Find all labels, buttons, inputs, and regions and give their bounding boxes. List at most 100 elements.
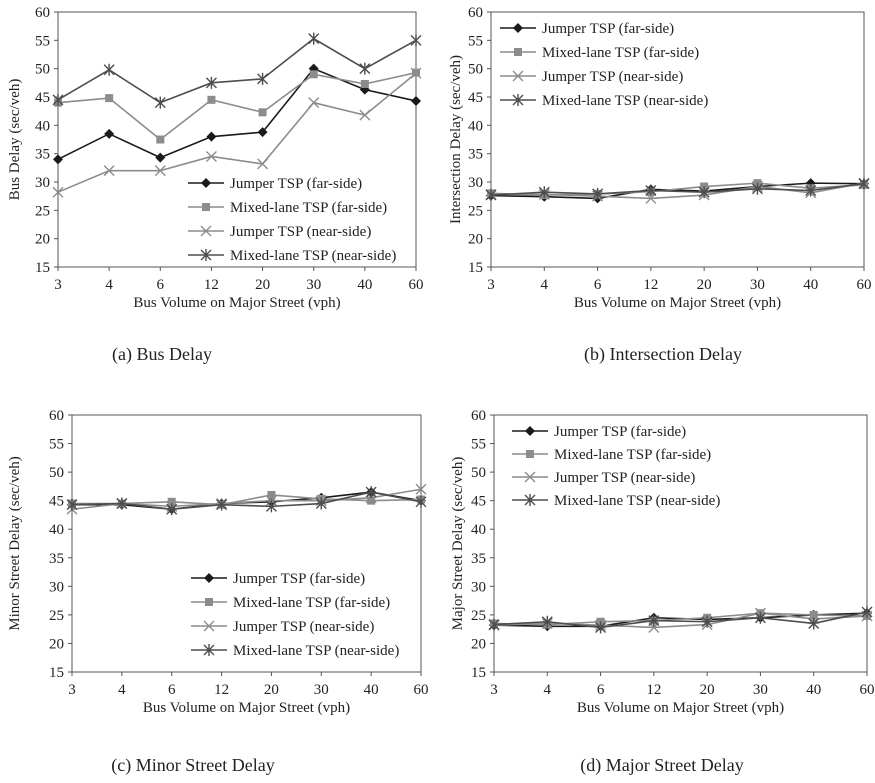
- x-tick-label: 40: [357, 277, 372, 293]
- marker-6: [808, 617, 820, 630]
- series-3: [52, 32, 422, 109]
- marker-0: [488, 618, 500, 631]
- x-axis-label: Bus Volume on Major Street (vph): [143, 700, 350, 716]
- legend-entry: Mixed-lane TSP (near-side): [230, 248, 396, 264]
- marker-6: [360, 79, 369, 88]
- marker-6: [359, 109, 371, 121]
- marker-1: [116, 497, 128, 510]
- marker-legend-0: [201, 178, 211, 188]
- x-tick-label: 4: [541, 277, 549, 293]
- legend-entry: Mixed-lane TSP (far-side): [554, 447, 711, 463]
- x-tick-label: 4: [544, 682, 552, 698]
- y-tick-label: 40: [49, 522, 64, 538]
- y-tick-label: 30: [471, 579, 486, 595]
- legend-entry: Mixed-lane TSP (near-side): [554, 493, 720, 509]
- y-tick-label: 40: [468, 118, 483, 134]
- y-tick-label: 30: [468, 175, 483, 191]
- marker-1: [538, 186, 550, 199]
- legend-entry: Jumper TSP (far-side): [230, 176, 362, 192]
- x-tick-label: 6: [168, 682, 176, 698]
- marker-3: [205, 76, 217, 89]
- marker-7: [410, 67, 422, 79]
- marker-legend-0: [513, 23, 523, 33]
- y-axis-label: Minor Street Delay (sec/veh): [7, 456, 23, 631]
- panel-caption: (d) Major Street Delay: [580, 755, 743, 776]
- marker-legend-1: [526, 450, 534, 458]
- marker-3: [207, 95, 216, 104]
- legend-entry: Mixed-lane TSP (near-side): [542, 93, 708, 109]
- x-tick-label: 20: [700, 682, 715, 698]
- marker-legend-1: [202, 203, 210, 211]
- marker-6: [367, 496, 376, 505]
- legend: Jumper TSP (far-side) Mixed-lane TSP (far…: [512, 424, 720, 509]
- marker-2: [154, 165, 166, 177]
- marker-0: [53, 154, 63, 165]
- marker-5: [754, 611, 766, 624]
- y-tick-label: 25: [49, 608, 64, 624]
- x-tick-label: 3: [490, 682, 498, 698]
- marker-3: [645, 184, 657, 197]
- legend-entry: Mixed-lane TSP (near-side): [233, 643, 399, 659]
- series-line: [493, 612, 868, 629]
- plot-area: [57, 11, 417, 268]
- y-tick-label: 20: [471, 636, 486, 652]
- marker-1: [103, 63, 115, 76]
- marker-4: [701, 615, 713, 628]
- marker-3: [648, 614, 660, 627]
- x-tick-label: 60: [409, 277, 424, 293]
- marker-4: [267, 490, 276, 499]
- marker-0: [52, 93, 64, 106]
- marker-3: [645, 192, 657, 204]
- marker-legend-2: [200, 225, 212, 237]
- marker-3: [206, 131, 217, 142]
- y-tick-label: 15: [471, 665, 486, 681]
- marker-1: [541, 615, 553, 628]
- y-tick-label: 50: [471, 465, 486, 481]
- marker-legend-3: [200, 249, 212, 261]
- marker-legend-2: [524, 471, 536, 483]
- x-tick-label: 30: [750, 277, 765, 293]
- marker-4: [257, 158, 269, 170]
- y-tick-label: 35: [35, 147, 50, 163]
- chart-panel-3: 15 20 25 30 35 40 45 50 55 60 3 4 6 12 20 30 40 60 Bus Vol…: [450, 408, 875, 776]
- y-tick-label: 25: [471, 608, 486, 624]
- marker-4: [257, 127, 268, 138]
- marker-1: [104, 128, 115, 139]
- y-tick-label: 20: [49, 636, 64, 652]
- x-tick-label: 40: [806, 682, 821, 698]
- legend-entry: Jumper TSP (near-side): [233, 619, 374, 635]
- y-tick-label: 55: [49, 437, 64, 453]
- marker-legend-2: [512, 70, 524, 82]
- marker-2: [166, 503, 178, 516]
- marker-0: [485, 189, 497, 202]
- y-tick-label: 45: [49, 494, 64, 510]
- marker-5: [309, 70, 318, 79]
- marker-6: [805, 184, 817, 197]
- y-tick-label: 15: [35, 260, 50, 276]
- y-tick-label: 35: [49, 551, 64, 567]
- legend-entry: Mixed-lane TSP (far-side): [233, 595, 390, 611]
- y-tick-label: 60: [471, 408, 486, 424]
- x-axis-label: Bus Volume on Major Street (vph): [133, 295, 340, 311]
- marker-legend-3: [203, 644, 215, 656]
- marker-7: [415, 483, 427, 495]
- y-tick-label: 45: [468, 90, 483, 106]
- y-tick-label: 20: [35, 232, 50, 248]
- x-tick-label: 60: [857, 277, 872, 293]
- y-tick-label: 50: [468, 62, 483, 78]
- marker-2: [595, 621, 607, 634]
- x-tick-label: 30: [314, 682, 329, 698]
- marker-3: [216, 498, 228, 511]
- y-tick-label: 25: [468, 203, 483, 219]
- x-tick-label: 40: [803, 277, 818, 293]
- chart-panel-2: 15 20 25 30 35 40 45 50 55 60 3 4 6 12 20 30 40 60 Bus Vol…: [7, 408, 429, 776]
- x-tick-label: 30: [306, 277, 321, 293]
- legend: Jumper TSP (far-side) Mixed-lane TSP (far…: [500, 21, 708, 109]
- x-tick-label: 12: [214, 682, 229, 698]
- plot-area: [71, 414, 422, 673]
- y-tick-label: 15: [49, 665, 64, 681]
- marker-4: [265, 500, 277, 513]
- legend-entry: Jumper TSP (near-side): [230, 224, 371, 240]
- marker-2: [154, 96, 166, 109]
- x-tick-label: 12: [646, 682, 661, 698]
